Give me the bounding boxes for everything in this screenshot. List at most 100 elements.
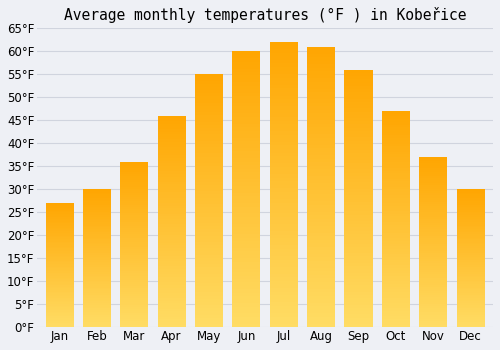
Bar	[195, 74, 223, 77]
Bar	[419, 238, 448, 240]
Bar	[270, 306, 298, 309]
Bar	[158, 251, 186, 253]
Bar	[344, 234, 372, 237]
Bar	[46, 315, 74, 316]
Bar	[232, 279, 260, 282]
Bar	[158, 193, 186, 195]
Bar	[270, 292, 298, 295]
Bar	[158, 214, 186, 216]
Bar	[232, 131, 260, 134]
Bar	[158, 235, 186, 237]
Bar	[232, 100, 260, 103]
Bar	[382, 236, 410, 238]
Bar	[270, 242, 298, 245]
Bar	[344, 250, 372, 253]
Bar	[344, 211, 372, 215]
Bar	[307, 183, 335, 187]
Bar	[158, 272, 186, 274]
Bar	[120, 309, 148, 311]
Bar	[120, 236, 148, 238]
Bar	[270, 113, 298, 117]
Bar	[120, 162, 148, 164]
Bar	[270, 199, 298, 203]
Bar	[307, 204, 335, 208]
Bar	[46, 312, 74, 313]
Bar	[419, 276, 448, 278]
Bar	[270, 78, 298, 81]
Bar	[307, 173, 335, 176]
Bar	[232, 175, 260, 179]
Bar	[270, 42, 298, 46]
Bar	[120, 265, 148, 267]
Bar	[120, 214, 148, 216]
Bar	[419, 325, 448, 327]
Bar	[195, 80, 223, 84]
Bar	[120, 325, 148, 327]
Bar	[456, 225, 484, 227]
Bar	[120, 220, 148, 222]
Bar	[46, 250, 74, 251]
Bar	[382, 114, 410, 117]
Bar	[344, 263, 372, 266]
Bar	[456, 253, 484, 255]
Bar	[344, 160, 372, 163]
Bar	[419, 274, 448, 276]
Bar	[419, 289, 448, 291]
Bar	[232, 162, 260, 165]
Bar	[83, 195, 111, 196]
Bar	[419, 255, 448, 257]
Bar	[158, 195, 186, 198]
Bar	[120, 230, 148, 232]
Bar	[195, 131, 223, 134]
Bar	[195, 112, 223, 116]
Bar	[456, 231, 484, 232]
Bar	[120, 246, 148, 248]
Bar	[270, 263, 298, 267]
Bar	[456, 300, 484, 301]
Bar	[270, 153, 298, 156]
Bar	[46, 260, 74, 262]
Bar	[120, 300, 148, 302]
Bar	[419, 227, 448, 229]
Bar	[83, 277, 111, 279]
Bar	[195, 182, 223, 185]
Bar	[382, 319, 410, 322]
Bar	[232, 86, 260, 89]
Bar	[270, 81, 298, 85]
Bar	[232, 182, 260, 186]
Bar	[344, 266, 372, 269]
Bar	[158, 198, 186, 200]
Bar	[46, 222, 74, 223]
Bar	[382, 238, 410, 241]
Bar	[307, 166, 335, 169]
Bar	[158, 205, 186, 208]
Bar	[307, 292, 335, 296]
Bar	[46, 298, 74, 299]
Bar	[344, 237, 372, 240]
Bar	[456, 303, 484, 305]
Bar	[344, 128, 372, 131]
Bar	[456, 248, 484, 250]
Bar	[158, 325, 186, 327]
Bar	[419, 253, 448, 255]
Bar	[232, 72, 260, 76]
Bar	[195, 106, 223, 109]
Bar	[456, 291, 484, 293]
Bar	[158, 182, 186, 184]
Bar	[158, 161, 186, 163]
Bar	[307, 254, 335, 257]
Bar	[83, 210, 111, 212]
Bar	[46, 265, 74, 267]
Bar	[120, 172, 148, 174]
Bar	[83, 220, 111, 222]
Bar	[307, 64, 335, 68]
Bar	[232, 193, 260, 196]
Bar	[83, 264, 111, 265]
Bar	[232, 82, 260, 86]
Bar	[270, 203, 298, 206]
Bar	[46, 288, 74, 290]
Bar	[46, 281, 74, 282]
Bar	[83, 269, 111, 270]
Bar	[195, 229, 223, 232]
Bar	[344, 279, 372, 282]
